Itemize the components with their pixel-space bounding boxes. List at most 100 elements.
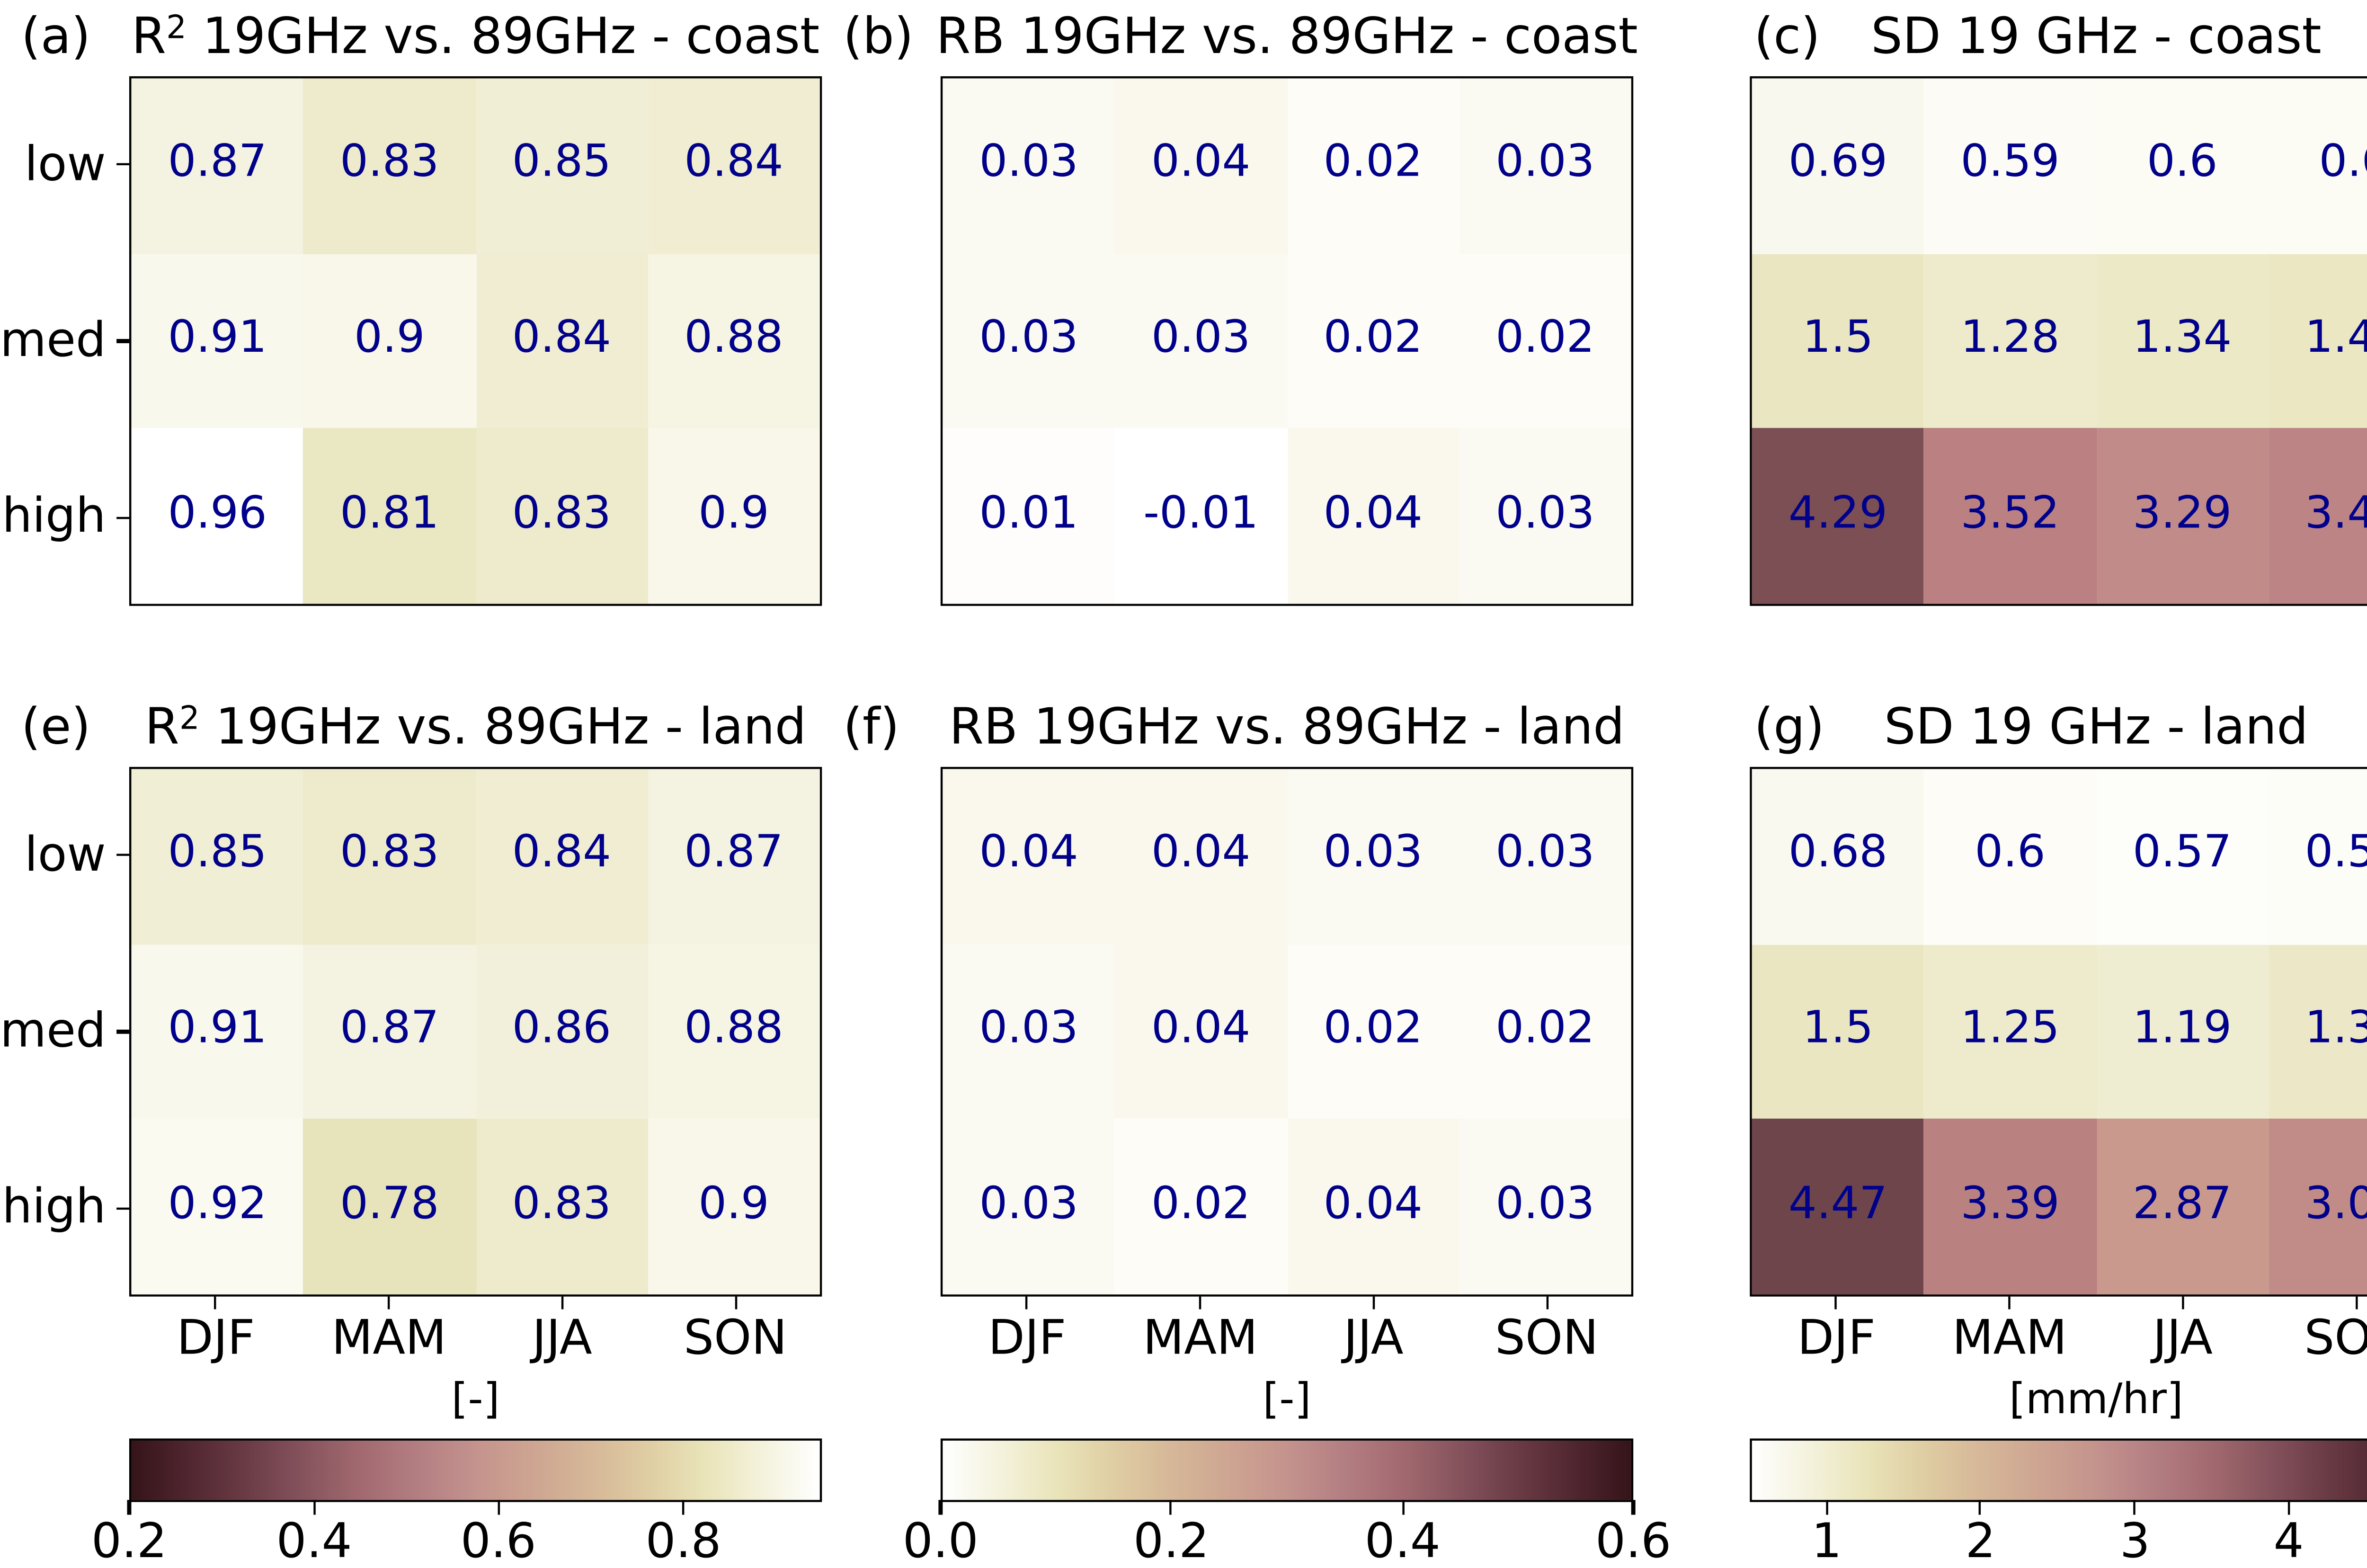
cell-value: 1.25 (1960, 1002, 2060, 1053)
cell-value: 0.85 (168, 827, 267, 878)
heatmap-cell: 0.83 (303, 78, 476, 254)
x-tick-mark (1835, 1296, 1838, 1310)
colorbar-tick-mark (1979, 1500, 1982, 1515)
heatmap-cell: 0.87 (648, 769, 820, 944)
x-axis-label-SON: SON (1495, 1311, 1599, 1367)
heatmap-cell: 0.04 (1287, 1119, 1459, 1295)
heatmap-cell: 0.04 (1114, 769, 1287, 944)
x-tick-mark (1199, 1296, 1202, 1310)
heatmap-cell: 0.03 (943, 944, 1115, 1120)
y-tick-mark (116, 1030, 129, 1033)
cell-value: 1.32 (2305, 1002, 2367, 1053)
heatmap-cell: 0.03 (943, 1119, 1115, 1295)
panel-tag-b: (b) (843, 6, 914, 66)
cell-value: 0.9 (698, 486, 769, 538)
heatmap-panel-g: 0.68 0.6 0.57 0.58 1.5 1.25 1.19 1.32 4.47 3.39 2.… (1750, 766, 2367, 1297)
y-axis-label-high: high (2, 490, 106, 545)
heatmap-cell: 0.81 (303, 428, 476, 604)
colorbar-tick-label: 0.4 (1307, 1513, 1498, 1568)
x-tick-mark (561, 1296, 564, 1310)
cell-value: 0.02 (1151, 1177, 1251, 1228)
x-axis-label-MAM: MAM (1952, 1311, 2067, 1367)
cell-value: 0.03 (979, 1002, 1078, 1053)
colorbar-tick-label: 0.2 (34, 1513, 225, 1568)
heatmap-cell: 1.5 (1752, 253, 1924, 429)
heatmap-cell: 0.6 (2096, 78, 2269, 254)
cell-value: 0.78 (340, 1177, 439, 1228)
colorbar-tick-label: 2 (1885, 1513, 2076, 1568)
heatmap-cell: 0.87 (303, 944, 476, 1120)
heatmap-cell: 3.44 (2268, 428, 2367, 604)
heatmap-cell: 0.02 (1459, 944, 1631, 1120)
cell-value: 0.83 (512, 1177, 612, 1228)
colorbar-tick-label: 0.6 (1538, 1513, 1729, 1568)
y-axis-label-low: low (24, 828, 106, 883)
cell-value: 0.6 (2146, 136, 2218, 187)
panel-title-text: RB 19GHz vs. 89GHz - coast (936, 6, 1638, 66)
y-tick-mark (116, 516, 129, 519)
heatmap-cell: 0.78 (303, 1119, 476, 1295)
cell-value: 2.87 (2133, 1177, 2232, 1228)
heatmap-cell: 0.87 (131, 78, 304, 254)
cell-value: 0.04 (1151, 136, 1251, 187)
colorbar-tick-text: 0.4 (276, 1515, 352, 1568)
cell-value: 0.86 (512, 1002, 612, 1053)
colorbar-tick-label: 3 (2039, 1513, 2230, 1568)
x-axis-label-DJF: DJF (1797, 1311, 1876, 1367)
heatmap-cell: 0.02 (1287, 944, 1459, 1120)
colorbar-tick-mark (1825, 1500, 1828, 1515)
heatmap-cell: 0.9 (303, 253, 476, 429)
cell-value: 0.03 (979, 311, 1078, 363)
colorbar-tick-label: 0.4 (219, 1513, 409, 1568)
cell-value: 1.19 (2133, 1002, 2232, 1053)
cell-value: 0.03 (1495, 136, 1595, 187)
heatmap-cell: 0.03 (1459, 769, 1631, 944)
x-tick-mark (734, 1296, 737, 1310)
y-tick-mark (116, 854, 129, 856)
heatmap-cell: 0.91 (131, 253, 304, 429)
cell-value: 0.91 (168, 1002, 267, 1053)
panel-title-text: SD 19 GHz - coast (1871, 6, 2322, 66)
cell-value: 0.03 (1495, 486, 1595, 538)
cell-value: 4.47 (1788, 1177, 1888, 1228)
panel-title-c: SD 19 GHz - coast (1665, 6, 2367, 65)
heatmap-cell: 0.88 (648, 944, 820, 1120)
heatmap-cell: 1.25 (1924, 944, 2096, 1120)
heatmap-cell: 0.04 (1114, 944, 1287, 1120)
cell-value: 0.84 (512, 311, 612, 363)
colorbar-tick-mark (2134, 1500, 2136, 1515)
heatmap-cell: 0.85 (475, 78, 648, 254)
cell-value: 0.03 (1151, 311, 1251, 363)
panel-title-b: RB 19GHz vs. 89GHz - coast (856, 6, 1718, 65)
cell-value: 0.85 (512, 136, 612, 187)
cell-value: 0.04 (1151, 1002, 1251, 1053)
heatmap-cell: 0.02 (1287, 78, 1459, 254)
colorbar-tick-text: 0.6 (460, 1515, 536, 1568)
colorbar-gradient (1750, 1438, 2367, 1502)
heatmap-cell: 0.6 (2268, 78, 2367, 254)
cell-value: 1.5 (1802, 1002, 1874, 1053)
heatmap-cell: 0.02 (1287, 253, 1459, 429)
cell-value: 3.29 (2133, 486, 2232, 538)
colorbar-tick-text: 0.8 (645, 1515, 721, 1568)
x-axis-label-JJA: JJA (1344, 1311, 1404, 1367)
cell-value: 0.03 (1495, 1177, 1595, 1228)
colorbar-tick-text: 0.6 (1595, 1515, 1672, 1568)
heatmap-cell: 0.9 (648, 1119, 820, 1295)
cell-value: 0.6 (1975, 827, 2046, 878)
colorbar-tick-text: 3 (2119, 1515, 2150, 1568)
cell-value: 0.87 (340, 1002, 439, 1053)
cell-value: 1.28 (1960, 311, 2060, 363)
heatmap-cell: 0.03 (1114, 253, 1287, 429)
colorbar-tick-label: 0.6 (403, 1513, 594, 1568)
cell-value: 0.03 (1495, 827, 1595, 878)
x-tick-mark (1026, 1296, 1029, 1310)
heatmap-cell: 0.03 (943, 78, 1115, 254)
colorbar-tick-text: 0.2 (1133, 1515, 1210, 1568)
heatmap-cell: 3.08 (2268, 1119, 2367, 1295)
colorbar-tick-text: 2 (1965, 1515, 1996, 1568)
cell-value: 3.44 (2305, 486, 2367, 538)
colorbar-tick-mark (312, 1500, 316, 1515)
x-tick-mark (1545, 1296, 1548, 1310)
cell-value: 0.84 (684, 136, 783, 187)
